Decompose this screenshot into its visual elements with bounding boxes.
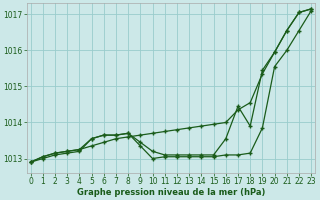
X-axis label: Graphe pression niveau de la mer (hPa): Graphe pression niveau de la mer (hPa) [77,188,265,197]
